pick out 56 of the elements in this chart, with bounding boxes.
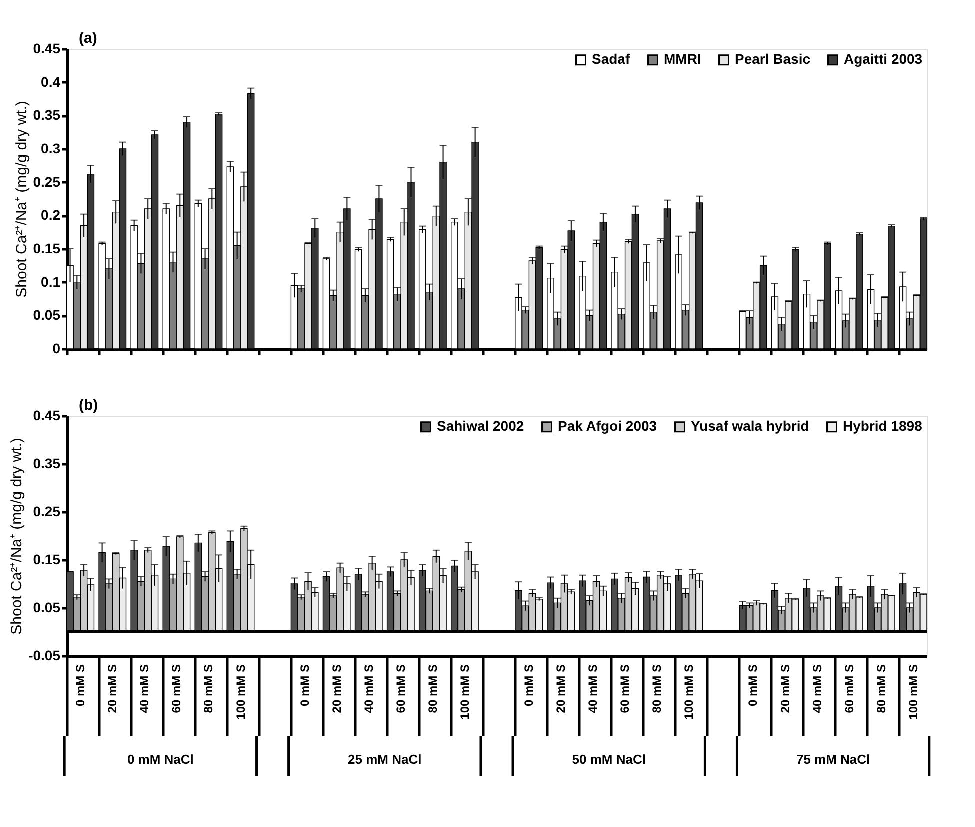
y-tick-label: 0.05 — [33, 600, 61, 616]
x-tick-label: 60 mM S — [394, 664, 408, 714]
y-tick-label: 0.35 — [33, 456, 61, 472]
x-tick-label: 60 mM S — [170, 664, 184, 714]
legend-label: Pak Afgoi 2003 — [558, 418, 658, 434]
text: 0 mM NaCl — [127, 752, 194, 767]
y-tick-label: 0.1 — [41, 274, 61, 290]
y-tick-label: 0.35 — [33, 107, 61, 124]
y-tick-label: 0.45 — [33, 408, 61, 424]
y-tick-label: 0.15 — [33, 552, 61, 568]
legend-label: Pearl Basic — [735, 51, 811, 68]
y-axis-title: Shoot Ca²⁺/Na⁺ (mg/g dry wt.) — [8, 438, 26, 635]
x-tick-label: 100 mM S — [234, 664, 248, 720]
x-tick-label: 20 mM S — [106, 664, 120, 714]
chart-title: (b) — [79, 397, 98, 414]
x-tick-label: 60 mM S — [842, 664, 856, 714]
y-tick-label: 0 — [52, 340, 61, 356]
x-tick-label: 80 mM S — [874, 664, 888, 714]
legend-label: Hybrid 1898 — [843, 418, 923, 434]
legend-label: MMRI — [664, 51, 702, 68]
legend-label: Sahiwal 2002 — [437, 418, 524, 434]
y-tick-label: 0.05 — [33, 307, 61, 324]
x-tick-label: 40 mM S — [810, 664, 824, 714]
x-tick-label: 80 mM S — [426, 664, 440, 714]
x-tick-label: 40 mM S — [586, 664, 600, 714]
x-tick-label: 80 mM S — [202, 664, 216, 714]
text: 25 mM NaCl — [348, 752, 422, 767]
legend-label: Agaitti 2003 — [844, 51, 923, 68]
x-tick-label: 100 mM S — [458, 664, 472, 720]
text: 50 mM NaCl — [572, 752, 646, 767]
y-tick-label: -0.05 — [28, 648, 61, 664]
x-tick-label: 100 mM S — [682, 664, 696, 720]
x-tick-label: 100 mM S — [906, 664, 920, 720]
x-tick-label: 0 mM S — [298, 664, 312, 707]
text: 75 mM NaCl — [796, 752, 870, 767]
y-axis-title: Shoot Ca²⁺/Na⁺ (mg/g dry wt.) — [13, 101, 30, 298]
legend-label: Sadaf — [592, 51, 630, 68]
x-tick-label: 0 mM S — [74, 664, 88, 707]
y-tick-label: 0.15 — [33, 240, 61, 256]
x-tick-label: 0 mM S — [522, 664, 536, 707]
x-tick-label: 60 mM S — [618, 664, 632, 714]
y-tick-label: 0.2 — [41, 207, 61, 224]
x-tick-label: 0 mM S — [746, 664, 760, 707]
x-tick-label: 80 mM S — [650, 664, 664, 714]
chart-title: (a) — [79, 30, 98, 47]
y-tick-label: 0.25 — [33, 174, 61, 190]
x-tick-label: 20 mM S — [778, 664, 792, 714]
x-tick-label: 40 mM S — [362, 664, 376, 714]
y-tick-label: 0.25 — [33, 504, 61, 520]
y-tick-label: 0.3 — [41, 140, 61, 156]
x-tick-label: 20 mM S — [330, 664, 344, 714]
legend-label: Yusaf wala hybrid — [691, 418, 810, 434]
y-tick-label: 0.45 — [33, 40, 61, 56]
x-tick-label: 20 mM S — [554, 664, 568, 714]
y-tick-label: 0.4 — [41, 74, 61, 90]
x-tick-label: 40 mM S — [138, 664, 152, 714]
